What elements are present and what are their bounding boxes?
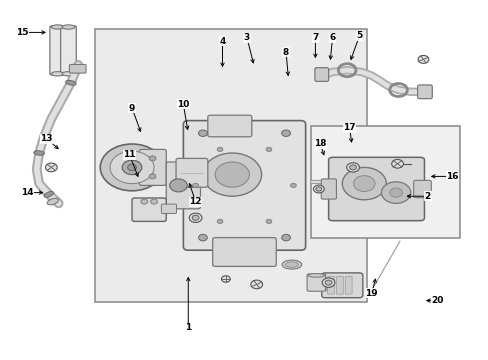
FancyBboxPatch shape xyxy=(413,180,430,198)
Circle shape xyxy=(389,188,402,197)
Text: 6: 6 xyxy=(329,33,335,42)
Text: 11: 11 xyxy=(123,150,136,159)
Circle shape xyxy=(391,159,403,168)
Text: 17: 17 xyxy=(343,123,355,132)
Circle shape xyxy=(349,165,356,170)
Text: 1: 1 xyxy=(185,323,191,332)
Circle shape xyxy=(215,162,249,187)
Ellipse shape xyxy=(62,25,75,29)
Ellipse shape xyxy=(51,72,64,76)
Circle shape xyxy=(198,130,207,136)
Text: 12: 12 xyxy=(189,197,202,206)
Circle shape xyxy=(110,151,154,184)
FancyBboxPatch shape xyxy=(61,26,76,75)
Text: 5: 5 xyxy=(356,31,362,40)
FancyBboxPatch shape xyxy=(95,29,366,302)
FancyBboxPatch shape xyxy=(212,238,276,266)
Ellipse shape xyxy=(51,25,64,29)
FancyBboxPatch shape xyxy=(50,26,65,75)
FancyBboxPatch shape xyxy=(183,121,305,250)
Circle shape xyxy=(281,234,290,241)
FancyBboxPatch shape xyxy=(321,179,336,199)
Ellipse shape xyxy=(65,80,76,85)
Ellipse shape xyxy=(307,274,324,277)
Ellipse shape xyxy=(44,192,54,197)
FancyBboxPatch shape xyxy=(176,158,207,187)
Ellipse shape xyxy=(282,260,301,269)
Text: 15: 15 xyxy=(16,28,28,37)
Text: 9: 9 xyxy=(128,104,135,112)
Circle shape xyxy=(346,163,359,172)
Ellipse shape xyxy=(47,198,58,205)
Circle shape xyxy=(150,199,157,204)
Circle shape xyxy=(122,160,142,175)
Text: 7: 7 xyxy=(311,33,318,42)
Circle shape xyxy=(189,213,202,222)
Circle shape xyxy=(45,163,57,172)
Circle shape xyxy=(342,167,386,200)
Circle shape xyxy=(198,234,207,241)
Circle shape xyxy=(192,183,198,188)
FancyBboxPatch shape xyxy=(161,204,176,213)
FancyBboxPatch shape xyxy=(417,85,431,99)
Text: 4: 4 xyxy=(219,37,225,46)
Circle shape xyxy=(192,215,199,220)
Circle shape xyxy=(381,182,410,203)
Circle shape xyxy=(149,156,156,161)
Circle shape xyxy=(141,199,147,204)
Circle shape xyxy=(325,280,331,285)
FancyBboxPatch shape xyxy=(314,68,328,81)
Text: 20: 20 xyxy=(430,296,443,305)
Circle shape xyxy=(250,280,262,289)
Text: 3: 3 xyxy=(244,33,249,42)
FancyBboxPatch shape xyxy=(345,276,351,294)
Ellipse shape xyxy=(62,72,75,76)
FancyBboxPatch shape xyxy=(327,276,334,294)
Circle shape xyxy=(313,185,324,193)
Text: 2: 2 xyxy=(424,192,430,201)
FancyBboxPatch shape xyxy=(69,64,86,73)
FancyBboxPatch shape xyxy=(321,273,362,298)
Circle shape xyxy=(203,153,261,196)
Text: 8: 8 xyxy=(283,48,288,57)
Text: 13: 13 xyxy=(40,134,53,143)
Ellipse shape xyxy=(285,262,298,267)
Circle shape xyxy=(221,276,230,282)
Circle shape xyxy=(265,219,271,224)
Circle shape xyxy=(217,147,223,152)
Circle shape xyxy=(169,179,187,192)
Text: 18: 18 xyxy=(313,139,326,148)
FancyBboxPatch shape xyxy=(132,198,166,221)
Circle shape xyxy=(265,147,271,152)
Text: 14: 14 xyxy=(20,188,33,197)
Circle shape xyxy=(217,219,223,224)
Circle shape xyxy=(417,55,428,63)
Text: 16: 16 xyxy=(445,172,458,181)
Circle shape xyxy=(290,183,296,188)
Circle shape xyxy=(322,278,334,287)
FancyBboxPatch shape xyxy=(328,157,424,221)
FancyBboxPatch shape xyxy=(310,126,459,238)
Circle shape xyxy=(149,174,156,179)
FancyBboxPatch shape xyxy=(139,149,166,185)
Text: 10: 10 xyxy=(177,100,189,109)
Circle shape xyxy=(127,164,136,171)
Circle shape xyxy=(353,176,374,192)
FancyBboxPatch shape xyxy=(207,115,251,137)
Text: 19: 19 xyxy=(365,289,377,298)
Circle shape xyxy=(281,130,290,136)
FancyBboxPatch shape xyxy=(166,162,200,209)
Ellipse shape xyxy=(34,151,44,155)
FancyBboxPatch shape xyxy=(306,274,325,291)
Circle shape xyxy=(315,187,321,191)
FancyBboxPatch shape xyxy=(309,282,326,291)
FancyBboxPatch shape xyxy=(336,276,343,294)
Circle shape xyxy=(100,144,163,191)
